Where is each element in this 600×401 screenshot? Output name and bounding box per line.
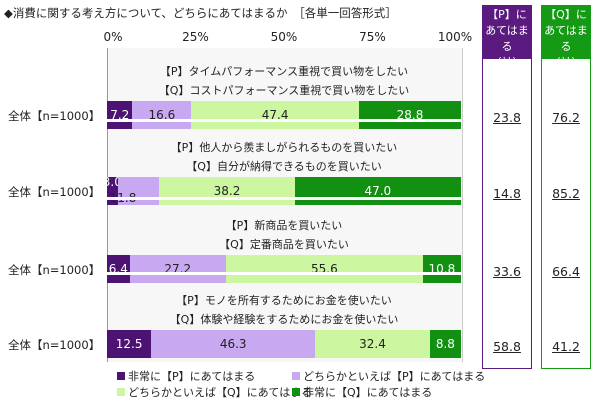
- p-total-value: 14.8: [493, 186, 521, 201]
- bar-segment: 8.8: [429, 330, 461, 358]
- p-statement: 【P】モノを所有するためにお金を使いたい: [176, 294, 392, 307]
- q-statement: 【Q】体験や経験をするためにお金を使いたい: [169, 313, 399, 326]
- legend-label: 非常に【Q】にあてはまる: [303, 386, 433, 399]
- legend-swatch: [292, 388, 300, 396]
- bar-value-label: 8.8: [435, 337, 455, 351]
- bar-segment: 11.8: [110, 177, 160, 205]
- x-tick-label: 100%: [437, 30, 473, 44]
- chart-title: ◆消費に関する考え方について、どちらにあてはまるか ［各単一回答形式］: [4, 6, 397, 20]
- bar-segment: 16.6: [132, 101, 192, 129]
- legend-swatch: [292, 372, 300, 380]
- x-tick-label: 75%: [359, 30, 386, 44]
- p-statement: 【P】新商品を買いたい: [225, 219, 343, 232]
- x-tick-label: 0%: [103, 30, 123, 44]
- p-total-value: 58.8: [493, 339, 521, 354]
- bar-segment: 3.0: [103, 175, 122, 205]
- header-line: （計）: [549, 56, 583, 69]
- p-total-header: 【P】に あてはまる （計）: [483, 6, 531, 69]
- bar-value-label: 28.8: [396, 108, 424, 122]
- q-total-column: 【Q】に あてはまる （計） 76.2 85.2 66.4 41.2: [541, 5, 591, 369]
- legend-item: 非常に【Q】にあてはまる: [292, 384, 432, 400]
- legend-label: 非常に【P】にあてはまる: [128, 370, 256, 383]
- bar-segment: 7.2: [107, 101, 133, 129]
- legend-item: どちらかといえば【Q】にあてはまる: [117, 384, 312, 400]
- p-statement: 【P】タイムパフォーマンス重視で買い物をしたい: [159, 65, 409, 78]
- bar-segment: 12.5: [107, 330, 152, 358]
- plot-area: [107, 48, 463, 362]
- row-separator: [107, 272, 461, 275]
- header-line: 【Q】に: [545, 8, 587, 21]
- row-separator: [107, 197, 461, 200]
- row-label: 全体【n=1000】: [8, 109, 101, 123]
- bar-value-label: 47.0: [364, 184, 392, 198]
- q-total-header: 【Q】に あてはまる （計）: [542, 6, 590, 69]
- row-label: 全体【n=1000】: [8, 338, 101, 352]
- legend-swatch: [117, 388, 125, 396]
- legend-label: どちらかといえば【Q】にあてはまる: [128, 386, 313, 399]
- bar-value-label: 3.0: [102, 175, 122, 189]
- p-total-value: 23.8: [493, 110, 521, 125]
- q-total-value: 85.2: [552, 186, 580, 201]
- bar-value-label: 16.6: [148, 108, 176, 122]
- bar-segment: 6.4: [107, 255, 130, 283]
- header-line: あてはまる: [485, 24, 529, 53]
- x-tick-label: 25%: [182, 30, 209, 44]
- q-statement: 【Q】自分が納得できるものを買いたい: [186, 160, 382, 173]
- q-statement: 【Q】コストパフォーマンス重視で買い物をしたい: [158, 84, 410, 97]
- header-line: あてはまる: [544, 24, 588, 53]
- bar-segment: 55.6: [225, 255, 423, 283]
- q-statement: 【Q】定番商品を買いたい: [219, 238, 349, 251]
- legend-item: 非常に【P】にあてはまる: [117, 368, 255, 384]
- header-line: 【P】に: [487, 8, 527, 21]
- bar-segment: 46.3: [151, 330, 316, 358]
- bar-value-label: 32.4: [359, 337, 386, 351]
- header-line: （計）: [490, 56, 524, 69]
- bar-segment: 28.8: [359, 101, 461, 129]
- q-total-value: 66.4: [552, 264, 580, 279]
- bar-segment: 47.4: [191, 101, 360, 129]
- bar-segment: 32.4: [315, 330, 430, 358]
- q-total-value: 41.2: [552, 339, 580, 354]
- bar-segment: 27.2: [129, 255, 226, 283]
- p-statement: 【P】他人から羨ましがられるものを買いたい: [170, 141, 398, 154]
- bar-segment: 10.8: [422, 255, 461, 283]
- bar-segment: 47.0: [294, 177, 461, 205]
- bar-value-label: 46.3: [219, 337, 247, 351]
- bar-value-label: 7.2: [110, 108, 130, 122]
- row-label: 全体【n=1000】: [8, 185, 101, 199]
- row-label: 全体【n=1000】: [8, 263, 101, 277]
- legend-swatch: [117, 372, 125, 380]
- x-tick-label: 50%: [270, 30, 298, 44]
- p-total-value: 33.6: [493, 264, 521, 279]
- legend-item: どちらかといえば【P】にあてはまる: [292, 368, 485, 384]
- q-total-value: 76.2: [552, 110, 580, 125]
- bar-value-label: 47.4: [261, 108, 289, 122]
- bar-segment: 38.2: [159, 177, 295, 205]
- p-total-column: 【P】に あてはまる （計） 23.8 14.8 33.6 58.8: [482, 5, 532, 369]
- bar-value-label: 38.2: [213, 184, 241, 198]
- row-separator: [107, 119, 461, 122]
- bar-value-label: 12.5: [115, 337, 143, 351]
- legend-label: どちらかといえば【P】にあてはまる: [303, 370, 486, 383]
